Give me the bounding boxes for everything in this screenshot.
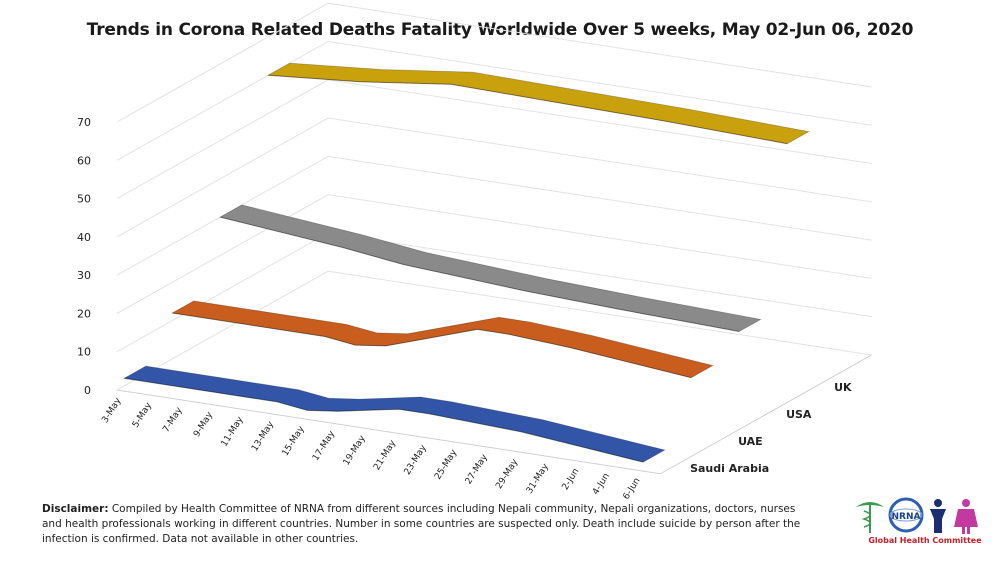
y-tick-label: 20 (77, 307, 91, 320)
series-layer (122, 62, 810, 463)
series-ribbon (170, 300, 714, 379)
series-ribbon (219, 204, 762, 332)
y-axis: 0 10 20 30 40 50 60 70 (77, 116, 91, 397)
nrna-logo: NRNA (856, 497, 978, 534)
gridline (116, 155, 872, 276)
y-tick-label: 30 (77, 269, 91, 282)
globe-icon: NRNA (888, 497, 924, 533)
y-tick-label: 40 (77, 231, 91, 244)
x-tick-label: 27-May (464, 452, 490, 486)
gridline (116, 232, 872, 353)
series-label: UK (834, 381, 852, 394)
logo-caption: Global Health Committee (868, 536, 982, 545)
x-tick-label: 13-May (250, 419, 276, 453)
series-ribbon (266, 62, 810, 145)
series-label: UAE (738, 435, 763, 448)
y-tick-label: 0 (84, 384, 91, 397)
series-edge (220, 216, 740, 332)
series-edge (124, 377, 644, 463)
disclaimer: Disclaimer: Compiled by Health Committee… (42, 502, 802, 547)
caduceus-icon (856, 502, 884, 533)
series-edge (172, 312, 692, 379)
series-label: Saudi Arabia (690, 462, 769, 475)
x-tick-label: 21-May (372, 438, 398, 472)
x-tick-label: 17-May (311, 429, 337, 463)
y-tick-label: 50 (77, 193, 91, 206)
y-tick-label: 10 (77, 346, 91, 359)
female-icon (954, 499, 978, 534)
series-ribbon (122, 365, 666, 463)
gridline (116, 2, 872, 123)
x-tick-label: 6-Jun (622, 476, 643, 500)
gridline (116, 117, 872, 238)
series-labels: UK USA UAE Saudi Arabia (690, 381, 852, 475)
x-tick-label: 23-May (403, 443, 429, 477)
x-tick-label: 2-Jun (561, 467, 582, 492)
y-tick-label: 60 (77, 154, 91, 167)
logo-abbreviation: NRNA (892, 512, 921, 522)
x-tick-label: 29-May (494, 457, 520, 491)
gridline (116, 79, 872, 200)
x-tick-label: 25-May (433, 447, 459, 481)
series-edge (268, 74, 788, 145)
x-tick-label: 11-May (220, 415, 246, 449)
x-tick-label: 5-May (131, 400, 154, 429)
x-tick-label: 19-May (342, 433, 368, 467)
gridline (116, 270, 872, 391)
gridline (116, 194, 872, 314)
x-tick-label: 9-May (192, 410, 215, 439)
chart-area: 0 10 20 30 40 50 60 70 3-May 5-May 7-May 9-May 11-M… (77, 2, 872, 500)
x-axis: 3-May 5-May 7-May 9-May 11-May 13-May 15-May 17… (100, 396, 642, 500)
person-icon (930, 499, 946, 533)
x-tick-label: 15-May (281, 424, 307, 458)
y-tick-label: 70 (77, 116, 91, 129)
x-tick-label: 31-May (525, 462, 551, 496)
grid-layer (116, 2, 872, 475)
x-tick-label: 4-Jun (591, 472, 612, 497)
disclaimer-label: Disclaimer: (42, 503, 109, 515)
series-label: USA (786, 408, 812, 421)
x-tick-label: 7-May (162, 405, 185, 434)
x-tick-label: 3-May (100, 396, 123, 425)
gridline (116, 40, 872, 161)
floor-edge (116, 354, 872, 475)
disclaimer-text: Compiled by Health Committee of NRNA fro… (42, 503, 801, 545)
